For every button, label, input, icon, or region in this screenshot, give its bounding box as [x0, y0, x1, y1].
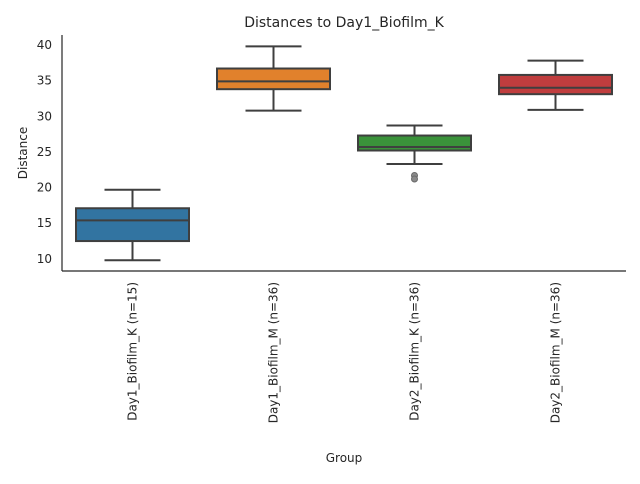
box-4: Day2_Biofilm_M (n=36) [498, 59, 613, 423]
box-body [75, 207, 190, 243]
y-tick-label: 30 [37, 109, 52, 123]
x-axis-label: Group [326, 451, 363, 465]
x-tick-label: Day2_Biofilm_M (n=36) [549, 282, 563, 423]
x-tick-label: Day1_Biofilm_K (n=15) [126, 282, 140, 421]
box-body [357, 134, 472, 152]
x-tick-label: Day1_Biofilm_M (n=36) [267, 282, 281, 423]
y-tick-label: 35 [37, 74, 52, 88]
box-body [498, 73, 613, 96]
y-tick-label: 20 [37, 181, 52, 195]
chart-title: Distances to Day1_Biofilm_K [244, 15, 444, 31]
x-tick-label: Day2_Biofilm_K (n=36) [408, 282, 422, 421]
y-tick-label: 15 [37, 216, 52, 230]
box-1: Day1_Biofilm_K (n=15) [75, 188, 190, 421]
box-3: Day2_Biofilm_K (n=36) [357, 124, 472, 421]
box-body [216, 67, 331, 91]
y-tick-label: 40 [37, 38, 52, 52]
y-tick-label: 25 [37, 145, 52, 159]
outlier-point [411, 175, 418, 183]
y-axis-label: Distance [16, 127, 30, 179]
y-tick-label: 10 [37, 252, 52, 266]
box-2: Day1_Biofilm_M (n=36) [216, 45, 331, 423]
